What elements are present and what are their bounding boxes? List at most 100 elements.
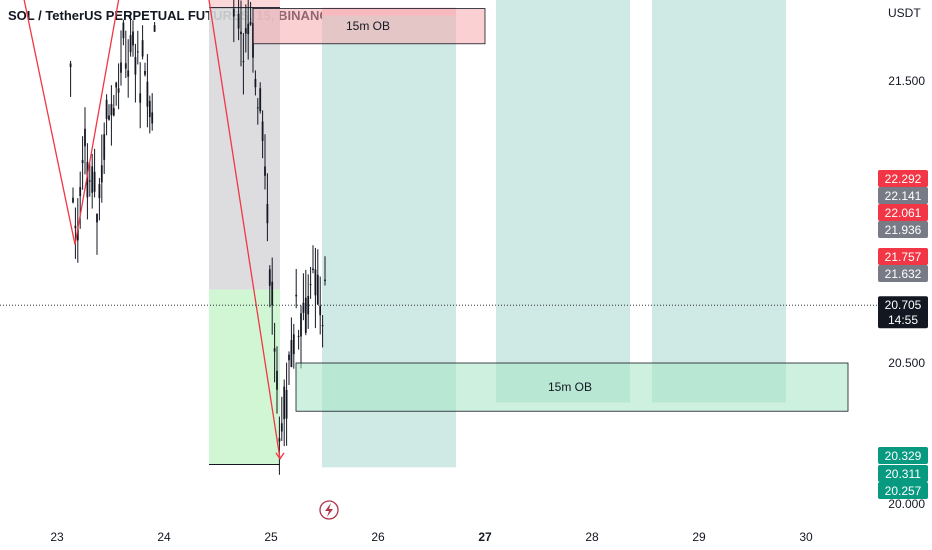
candle <box>309 266 312 299</box>
candle <box>321 315 324 348</box>
candle <box>81 136 84 190</box>
candle-body <box>297 335 300 337</box>
candle <box>103 122 106 174</box>
candle <box>88 163 91 197</box>
candle-body <box>237 13 240 29</box>
candle-body <box>141 40 144 57</box>
candle <box>280 396 283 441</box>
candle-body <box>91 166 94 193</box>
candle-body <box>295 294 298 297</box>
lightning-icon <box>319 500 339 520</box>
candle-body <box>268 269 271 286</box>
candle-body <box>254 78 257 88</box>
price-tag: 21.632 <box>878 265 928 282</box>
candle-body <box>148 100 151 118</box>
candle <box>297 329 300 350</box>
candle-body <box>292 334 295 355</box>
price-tag: 20.257 <box>878 482 928 499</box>
candle-body <box>139 93 142 103</box>
candle-body <box>84 128 86 147</box>
candle <box>139 62 142 129</box>
y-tick-label: 20.000 <box>888 497 925 511</box>
candle <box>271 257 274 335</box>
x-tick-label: 25 <box>264 530 278 544</box>
order-block: 15m OB <box>252 8 486 45</box>
candle <box>91 153 94 209</box>
candle <box>324 256 326 286</box>
candle-body <box>288 354 290 361</box>
price-tag-bg <box>878 447 928 464</box>
current-price-value: 20.705 <box>885 298 922 312</box>
order-block-label: 15m OB <box>548 380 592 394</box>
y-tick-label: 21.500 <box>888 74 925 88</box>
x-tick-label: 30 <box>799 530 813 544</box>
candle-body <box>285 389 288 419</box>
candle <box>268 265 271 308</box>
candle <box>132 20 134 57</box>
currency-label: USDT <box>888 6 921 20</box>
price-tag: 20.311 <box>878 465 928 482</box>
candle-body <box>144 70 146 75</box>
candle-body <box>115 82 118 88</box>
candle-body <box>259 88 262 112</box>
candle-body <box>88 180 91 182</box>
candle-body <box>324 279 326 282</box>
candle-body <box>249 22 252 25</box>
candle-body <box>232 8 235 17</box>
candle-body <box>316 274 319 305</box>
price-tag: 22.292 <box>878 170 928 187</box>
candle <box>124 30 127 78</box>
candle <box>86 143 89 220</box>
candle <box>120 30 122 86</box>
candle <box>247 0 250 60</box>
price-tag-label: 22.292 <box>885 172 922 186</box>
candle-body <box>98 184 101 199</box>
candle <box>134 43 137 103</box>
candle <box>261 110 264 159</box>
candle-body <box>72 197 74 203</box>
candle <box>100 134 103 203</box>
candle <box>300 305 302 369</box>
candle <box>148 95 151 134</box>
order-block-box <box>295 362 849 412</box>
candle-body <box>300 313 302 337</box>
candle-body <box>290 340 293 368</box>
candle <box>316 249 319 306</box>
candle <box>266 173 269 242</box>
price-tag: 21.757 <box>878 248 928 265</box>
lightning-icon-bolt <box>325 503 333 517</box>
candle-body <box>69 63 72 68</box>
price-tag-label: 20.257 <box>885 484 922 498</box>
candle <box>276 346 278 414</box>
candle-body <box>120 62 122 73</box>
candle <box>96 213 98 255</box>
short-target-zone <box>209 289 280 465</box>
candle-body <box>86 161 89 198</box>
candle <box>153 21 156 32</box>
candle-body <box>271 281 274 306</box>
candle <box>307 274 310 329</box>
zigzag-line <box>23 0 281 459</box>
candle <box>249 1 252 26</box>
price-tag-bg <box>878 187 928 204</box>
candle <box>273 322 276 383</box>
candle-body <box>273 348 276 352</box>
candle-body <box>122 22 125 39</box>
order-block-label: 15m OB <box>346 19 390 33</box>
candle-body <box>283 386 286 420</box>
candle <box>79 171 82 229</box>
candle <box>112 94 115 117</box>
price-tag-label: 20.311 <box>885 467 921 481</box>
candle <box>256 98 259 125</box>
candle-body <box>321 325 324 327</box>
candle-body <box>129 35 132 53</box>
price-tag: 22.141 <box>878 187 928 204</box>
candle <box>72 187 74 204</box>
candle <box>108 104 110 121</box>
candle-body <box>151 112 154 124</box>
candle-body <box>264 166 266 176</box>
price-tag: 20.329 <box>878 447 928 464</box>
candle-body <box>79 187 82 197</box>
candle-body <box>319 305 322 316</box>
